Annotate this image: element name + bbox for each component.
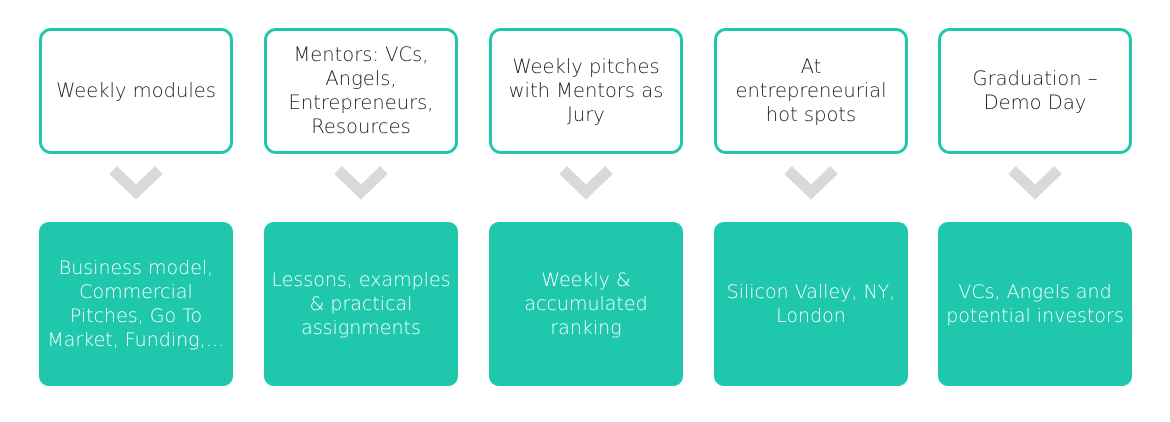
step-3-detail: Weekly & accumulated ranking <box>524 269 648 339</box>
step-1-label: Weekly modules <box>56 79 216 102</box>
chevron-down-icon <box>1008 166 1062 200</box>
step-5-detail-box: VCs, Angels and potential investors <box>938 222 1132 386</box>
chevron-down-icon <box>784 166 838 200</box>
chevron-down-icon <box>109 166 163 200</box>
step-1-detail: Business model, Commercial Pitches, Go T… <box>47 257 225 351</box>
step-2-detail-box: Lessons, examples & practical assignment… <box>264 222 458 386</box>
step-3-detail-box: Weekly & accumulated ranking <box>489 222 683 386</box>
step-5-detail: VCs, Angels and potential investors <box>946 281 1124 327</box>
step-5-label: Graduation – Demo Day <box>972 67 1098 114</box>
step-4-label: At entrepreneurial hot spots <box>735 55 887 126</box>
step-4-detail-box: Silicon Valley, NY, London <box>714 222 908 386</box>
step-2-detail: Lessons, examples & practical assignment… <box>271 269 451 339</box>
step-2-box: Mentors: VCs, Angels, Entrepreneurs, Res… <box>264 28 458 154</box>
step-3-box: Weekly pitches with Mentors as Jury <box>489 28 683 154</box>
step-5-box: Graduation – Demo Day <box>938 28 1132 154</box>
step-4-box: At entrepreneurial hot spots <box>714 28 908 154</box>
chevron-down-icon <box>559 166 613 200</box>
step-1-box: Weekly modules <box>39 28 233 154</box>
step-1-detail-box: Business model, Commercial Pitches, Go T… <box>39 222 233 386</box>
step-4-detail: Silicon Valley, NY, London <box>726 281 896 327</box>
step-3-label: Weekly pitches with Mentors as Jury <box>508 55 664 126</box>
chevron-down-icon <box>334 166 388 200</box>
step-2-label: Mentors: VCs, Angels, Entrepreneurs, Res… <box>288 43 434 138</box>
